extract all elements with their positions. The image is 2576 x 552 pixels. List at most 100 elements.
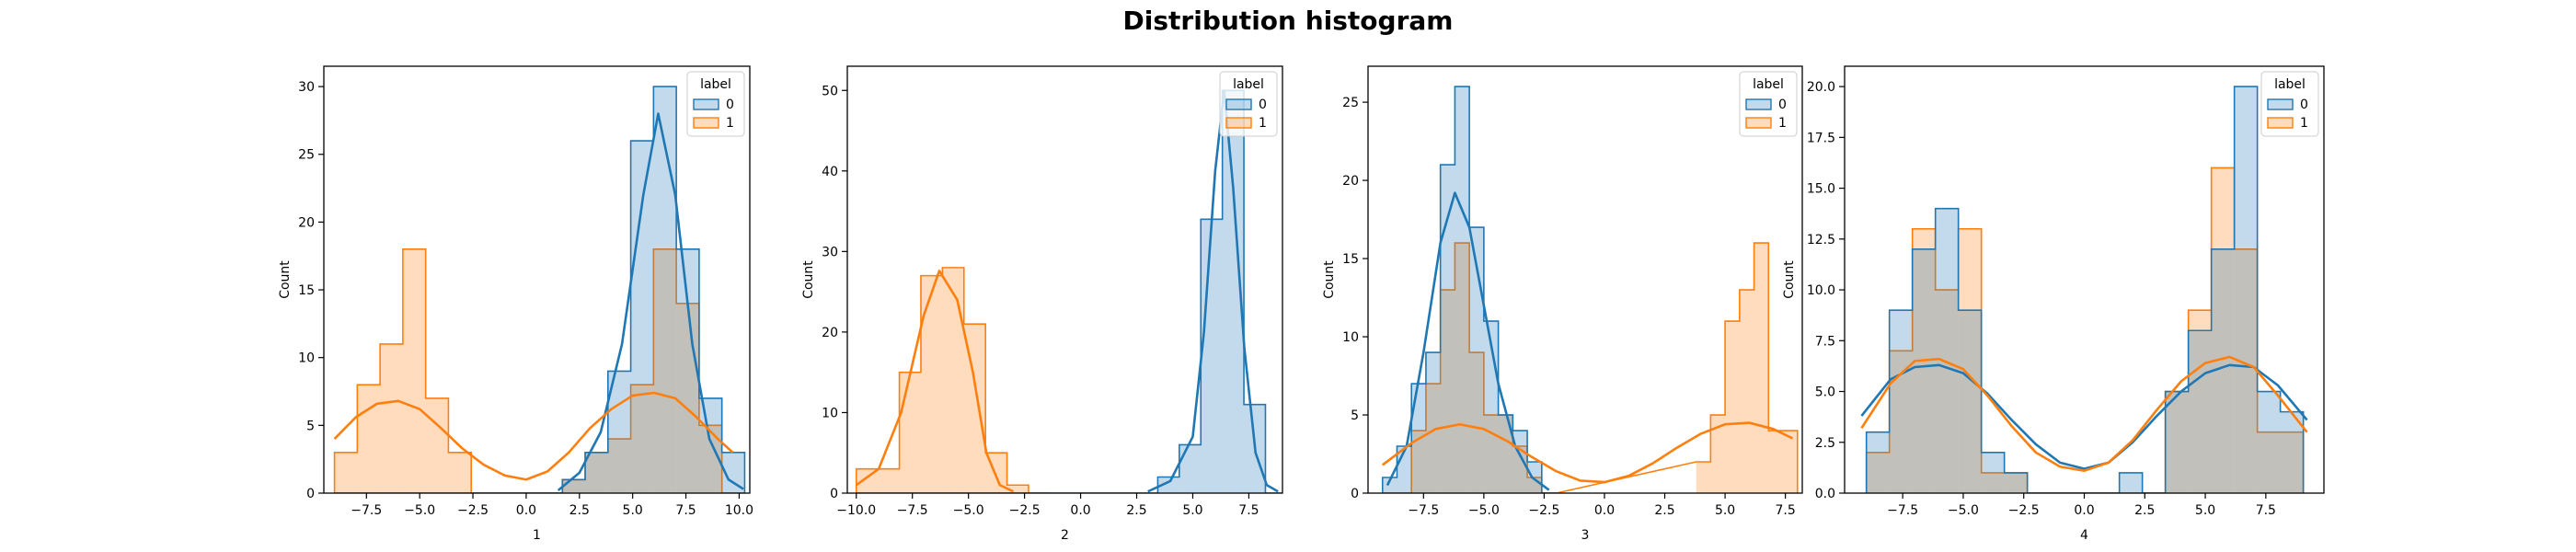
histogram-bar [1958,310,1982,493]
x-tick-label: 7.5 [1238,503,1259,518]
x-tick-label: 7.5 [2256,503,2276,518]
histogram-bar [1783,431,1798,493]
legend-label-0: 0 [1259,98,1267,112]
histogram-bar [1425,384,1441,493]
legend-swatch-1 [1225,117,1252,129]
series-0-kde-line [1860,363,2308,470]
chart-panel-4: −7.5 −5.0 −2.5 0.0 2.5 5.0 7.5 0.0 2.5 5.0 7.5 10.0… [1782,65,2325,543]
legend-title: label [2274,77,2306,92]
y-tick-label: 30 [822,245,838,259]
histogram-bar [380,343,403,493]
histogram-bar [1958,228,1982,493]
histogram-bar [425,397,449,493]
x-tick-label: −5.0 [1468,503,1500,518]
histogram-bar [1512,446,1528,493]
y-tick-label: 0 [1351,487,1359,501]
histogram-bar [2188,310,2212,493]
axes-frame [323,65,751,494]
plot-area [333,86,746,493]
series-0-step-outline [334,86,746,493]
histogram-bar [1866,452,1890,493]
histogram-bar [878,468,900,493]
histogram-bar [2004,472,2028,493]
histogram-bar [1006,485,1029,493]
x-tick-label: 2.5 [2134,503,2155,518]
x-tick-label: −5.0 [953,503,984,518]
x-tick-label: −2.5 [457,503,489,518]
y-axis-label: Count [278,260,293,299]
series-0-bars [1865,86,2305,493]
legend-box [1739,71,1798,137]
series-1-kde-line [1381,421,1794,484]
x-tick-label: 0.0 [516,503,536,518]
histogram-bar [1768,431,1784,493]
plot-area [855,88,1282,493]
histogram-bar [1739,290,1754,493]
histogram-bar [920,275,943,493]
x-tick-label: 0.0 [1594,503,1615,518]
legend-label-1: 1 [2300,116,2308,131]
series-1-kde-line [855,270,1014,493]
legend-title: label [1233,77,1264,92]
histogram-bar [942,267,964,493]
y-tick-label: 17.5 [1807,131,1835,145]
histogram-bar [357,385,381,493]
histogram-bar [676,248,699,493]
histogram-bar [1382,477,1397,493]
y-tick-label: 15 [298,283,315,298]
plot-area [1381,86,1799,493]
histogram-bar [585,452,608,493]
histogram-bar [653,86,677,493]
histogram-bar [334,452,358,493]
series-0-step-outline [1381,86,1557,493]
histogram-bar [2280,411,2304,493]
histogram-bar [562,479,586,493]
histogram-bar [856,468,879,493]
series-1-kde-line [1860,355,2308,472]
y-axis-label: Count [801,260,816,299]
x-tick-label: −5.0 [404,503,435,518]
y-axis-label: Count [1322,260,1337,299]
histogram-bar [1981,472,2005,493]
x-tick-label: −7.5 [1887,503,1918,518]
histogram-bar [1866,431,1890,493]
histogram-bar [899,372,921,493]
histogram-bar [1157,477,1179,493]
histogram-bar [2257,391,2281,493]
y-tick-label: 7.5 [1815,334,1835,349]
y-tick-label: 30 [298,80,315,95]
histogram-bar [1981,452,2005,493]
legend-label-1: 1 [1778,116,1787,131]
x-tick-label: −10.0 [836,503,876,518]
histogram-bar [1455,86,1470,493]
histogram-bar [698,397,722,493]
y-tick-label: 0 [306,487,315,501]
histogram-bar [1411,431,1426,493]
y-tick-label: 20 [822,326,838,340]
x-axis-label: 3 [1581,528,1590,543]
histogram-bar [2119,472,2143,493]
histogram-bar [1455,243,1470,493]
y-tick-label: 40 [822,165,838,179]
series-1-bars [855,267,1051,493]
y-tick-label: 50 [822,84,838,98]
histogram-bar [1440,290,1455,493]
y-tick-label: 2.5 [1815,436,1835,451]
legend-swatch-0 [1745,98,1772,110]
histogram-bar [1710,415,1726,493]
axes-frame [1367,65,1803,494]
chart-panel-2: −10.0 −7.5 −5.0 −2.5 0.0 2.5 5.0 7.501020304050… [801,65,1283,543]
series-0-step-outline [1865,86,2305,493]
histogram-bar [448,452,472,493]
x-tick-label: 7.5 [1776,503,1796,518]
histogram-bar [1469,352,1484,493]
x-axis-label: 4 [2080,528,2088,543]
histogram-bar [2234,248,2258,493]
histogram-bar [1440,165,1455,493]
chart-panel-3: −7.5 −5.0 −2.5 0.0 2.5 5.0 7.505101520253Count… [1322,65,1803,543]
legend-label-0: 0 [726,98,734,112]
legend-swatch-0 [693,98,719,110]
legend-label-1: 1 [1259,116,1267,131]
histogram-bar [2257,431,2281,493]
x-axis-label: 2 [1061,528,1069,543]
